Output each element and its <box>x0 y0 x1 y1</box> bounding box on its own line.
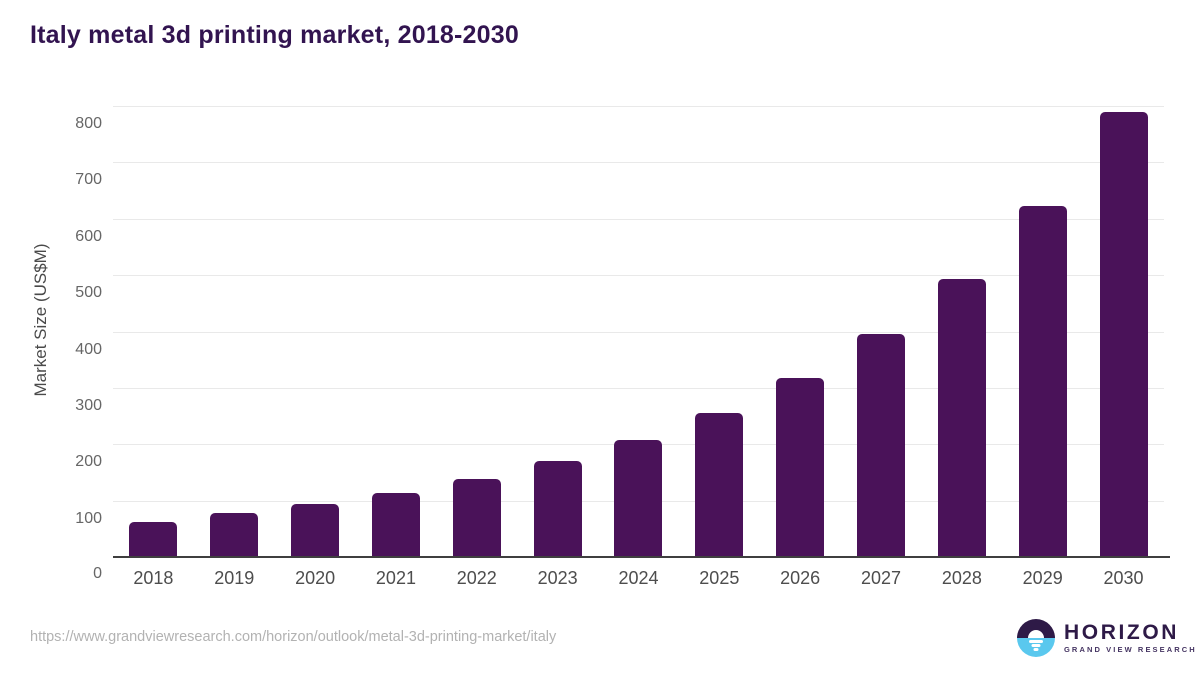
bar-2030 <box>1099 111 1148 558</box>
logo-text: HORIZON GRAND VIEW RESEARCH <box>1064 622 1197 654</box>
x-tick-label-2030: 2030 <box>1103 568 1144 588</box>
x-tick-label-2027: 2027 <box>860 568 902 588</box>
horizon-logo: HORIZON GRAND VIEW RESEARCH <box>1017 619 1197 657</box>
bar-slot <box>194 107 275 558</box>
x-tick-label-2022: 2022 <box>456 568 497 588</box>
y-tick-label: 800 <box>75 115 102 132</box>
y-tick-label: 400 <box>75 340 102 358</box>
y-axis-label: Market Size (US$M) <box>31 243 50 397</box>
bar-2029 <box>1018 206 1067 558</box>
chart-title: Italy metal 3d printing market, 2018-203… <box>30 21 519 49</box>
bar-2028 <box>937 278 986 558</box>
bar-slot <box>1002 107 1083 558</box>
x-tick-label-2020: 2020 <box>295 568 336 588</box>
y-tick-label: 100 <box>75 509 102 527</box>
bar-slot <box>1083 107 1164 558</box>
bar-slot <box>436 107 517 558</box>
x-axis-labels: 2018 2019 2020 2021 2022 2023 2024 2025 2026 2027… <box>113 568 1164 589</box>
x-tick-label-2019: 2019 <box>214 568 255 588</box>
bars-row <box>113 107 1164 558</box>
bar-2021 <box>371 492 420 558</box>
water-line-icon <box>1033 648 1039 651</box>
bar-2023 <box>533 461 582 558</box>
gridline: 400 <box>75 331 1164 358</box>
bar-2026 <box>776 378 825 558</box>
bar-2019 <box>210 513 259 558</box>
bar-slot <box>517 107 598 558</box>
x-tick-label-2021: 2021 <box>375 568 416 588</box>
bar-2024 <box>614 440 663 558</box>
x-tick-label-2025: 2025 <box>699 568 740 588</box>
bar-slot <box>760 107 841 558</box>
y-tick-label: 600 <box>75 227 102 245</box>
gridline: 300 <box>75 387 1164 414</box>
logo-name: HORIZON <box>1064 621 1180 645</box>
bar-2020 <box>291 504 340 558</box>
horizon-sunrise-icon <box>1017 619 1055 657</box>
x-tick-label-2023: 2023 <box>537 568 578 588</box>
logo-tagline: GRAND VIEW RESEARCH <box>1064 645 1197 655</box>
bar-slot <box>679 107 760 558</box>
gridline: 700 <box>75 162 1164 188</box>
x-tick-label-2029: 2029 <box>1022 568 1063 588</box>
y-tick-label: 300 <box>75 396 102 414</box>
y-tick-label: 0 <box>93 565 102 582</box>
y-tick-label: 700 <box>75 171 102 189</box>
gridline: 800 <box>75 106 1164 132</box>
sun-icon <box>1028 630 1044 638</box>
x-tick-label-2018: 2018 <box>133 568 174 588</box>
gridline: 600 <box>75 218 1164 245</box>
bar-slot <box>841 107 922 558</box>
water-line-icon <box>1029 640 1043 643</box>
bar-slot <box>598 107 679 558</box>
bar-2027 <box>857 334 906 558</box>
bar-2025 <box>695 413 744 558</box>
source-url: https://www.grandviewresearch.com/horizo… <box>30 629 557 645</box>
x-tick-label-2024: 2024 <box>618 568 659 588</box>
bar-slot <box>275 107 356 558</box>
bar-slot <box>113 107 194 558</box>
x-tick-label-2028: 2028 <box>941 568 982 588</box>
bar-slot <box>921 107 1002 558</box>
plot-area: 0 100 200 300 400 500 600 700 800 <box>75 106 1170 582</box>
y-tick-label: 500 <box>75 284 102 302</box>
x-tick-label-2026: 2026 <box>780 568 821 588</box>
bar-slot <box>356 107 437 558</box>
gridline: 500 <box>75 275 1164 301</box>
bar-2022 <box>452 479 501 558</box>
x-axis-line: 0 <box>93 556 1170 582</box>
bar-2018 <box>129 521 178 558</box>
water-line-icon <box>1031 644 1041 647</box>
y-tick-label: 200 <box>75 453 102 471</box>
